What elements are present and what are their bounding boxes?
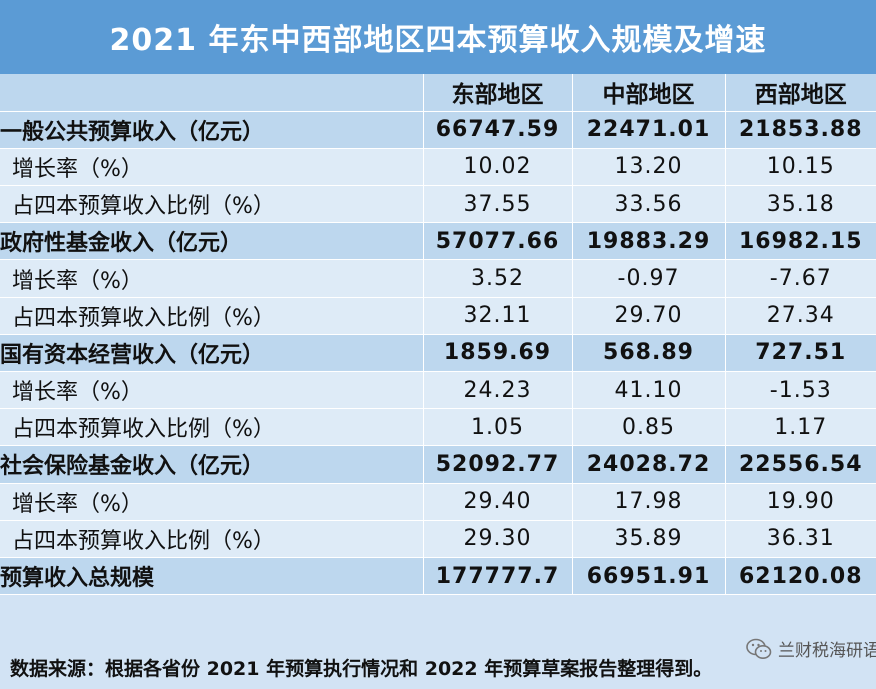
wechat-icon: [746, 638, 772, 660]
cell-east: 24.23: [423, 371, 573, 410]
table-row: 一般公共预算收入（亿元） 66747.59 22471.01 21853.88: [0, 111, 876, 149]
row-label: 占四本预算收入比例（%）: [0, 408, 424, 447]
table-row: 占四本预算收入比例（%） 37.55 33.56 35.18: [0, 185, 876, 224]
table-row: 国有资本经营收入（亿元） 1859.69 568.89 727.51: [0, 334, 876, 373]
cell-central: 29.70: [572, 297, 726, 335]
cell-west: 36.31: [725, 520, 876, 558]
row-label: 占四本预算收入比例（%）: [0, 520, 424, 558]
cell-west: 16982.15: [725, 222, 876, 261]
table-row: 预算收入总规模 177777.7 66951.91 62120.08: [0, 557, 876, 596]
cell-west: 62120.08: [725, 557, 876, 596]
table-row: 增长率（%） 24.23 41.10 -1.53: [0, 371, 876, 410]
cell-central: 41.10: [572, 371, 726, 410]
cell-central: 0.85: [572, 408, 726, 447]
table-row: 占四本预算收入比例（%） 1.05 0.85 1.17: [0, 408, 876, 447]
table-row: 增长率（%） 3.52 -0.97 -7.67: [0, 259, 876, 298]
table-row: 社会保险基金收入（亿元） 52092.77 24028.72 22556.54: [0, 445, 876, 484]
row-label: 国有资本经营收入（亿元）: [0, 334, 424, 373]
header-cell-central: 中部地区: [572, 74, 726, 112]
row-label: 社会保险基金收入（亿元）: [0, 445, 424, 484]
cell-west: 21853.88: [725, 111, 876, 149]
cell-east: 1859.69: [423, 334, 573, 373]
cell-central: 19883.29: [572, 222, 726, 261]
cell-east: 37.55: [423, 185, 573, 224]
cell-central: -0.97: [572, 259, 726, 298]
cell-east: 3.52: [423, 259, 573, 298]
cell-central: 22471.01: [572, 111, 726, 149]
cell-east: 52092.77: [423, 445, 573, 484]
cell-east: 57077.66: [423, 222, 573, 261]
cell-west: 19.90: [725, 483, 876, 521]
row-label: 增长率（%）: [0, 483, 424, 521]
cell-east: 29.30: [423, 520, 573, 558]
row-label: 一般公共预算收入（亿元）: [0, 111, 424, 149]
cell-west: 35.18: [725, 185, 876, 224]
source-note: 数据来源：根据各省份 2021 年预算执行情况和 2022 年预算草案报告整理得…: [10, 658, 713, 680]
row-label: 政府性基金收入（亿元）: [0, 222, 424, 261]
row-label: 占四本预算收入比例（%）: [0, 185, 424, 224]
row-label: 增长率（%）: [0, 259, 424, 298]
table-row: 占四本预算收入比例（%） 32.11 29.70 27.34: [0, 297, 876, 335]
cell-east: 10.02: [423, 148, 573, 187]
cell-west: 10.15: [725, 148, 876, 187]
cell-west: 1.17: [725, 408, 876, 447]
cell-central: 35.89: [572, 520, 726, 558]
table-row: 增长率（%） 29.40 17.98 19.90: [0, 483, 876, 521]
cell-east: 29.40: [423, 483, 573, 521]
table-title: 2021 年东中西部地区四本预算收入规模及增速: [0, 0, 876, 74]
cell-west: 22556.54: [725, 445, 876, 484]
revenue-table: 东部地区 中部地区 西部地区 一般公共预算收入（亿元） 66747.59 22471…: [0, 74, 876, 596]
cell-west: -7.67: [725, 259, 876, 298]
cell-central: 66951.91: [572, 557, 726, 596]
row-label: 占四本预算收入比例（%）: [0, 297, 424, 335]
cell-central: 33.56: [572, 185, 726, 224]
cell-east: 1.05: [423, 408, 573, 447]
cell-central: 24028.72: [572, 445, 726, 484]
header-row: 东部地区 中部地区 西部地区: [0, 74, 876, 112]
table-row: 政府性基金收入（亿元） 57077.66 19883.29 16982.15: [0, 222, 876, 261]
cell-central: 17.98: [572, 483, 726, 521]
table-row: 增长率（%） 10.02 13.20 10.15: [0, 148, 876, 187]
header-cell-east: 东部地区: [423, 74, 573, 112]
header-cell-west: 西部地区: [725, 74, 876, 112]
header-cell-blank: [0, 74, 424, 112]
cell-west: -1.53: [725, 371, 876, 410]
cell-west: 727.51: [725, 334, 876, 373]
cell-east: 32.11: [423, 297, 573, 335]
row-label: 预算收入总规模: [0, 557, 424, 596]
watermark-text: 兰财税海研语: [778, 641, 876, 661]
cell-west: 27.34: [725, 297, 876, 335]
cell-central: 13.20: [572, 148, 726, 187]
row-label: 增长率（%）: [0, 371, 424, 410]
row-label: 增长率（%）: [0, 148, 424, 187]
watermark: 兰财税海研语: [746, 636, 876, 661]
cell-east: 177777.7: [423, 557, 573, 596]
table-row: 占四本预算收入比例（%） 29.30 35.89 36.31: [0, 520, 876, 558]
cell-east: 66747.59: [423, 111, 573, 149]
cell-central: 568.89: [572, 334, 726, 373]
